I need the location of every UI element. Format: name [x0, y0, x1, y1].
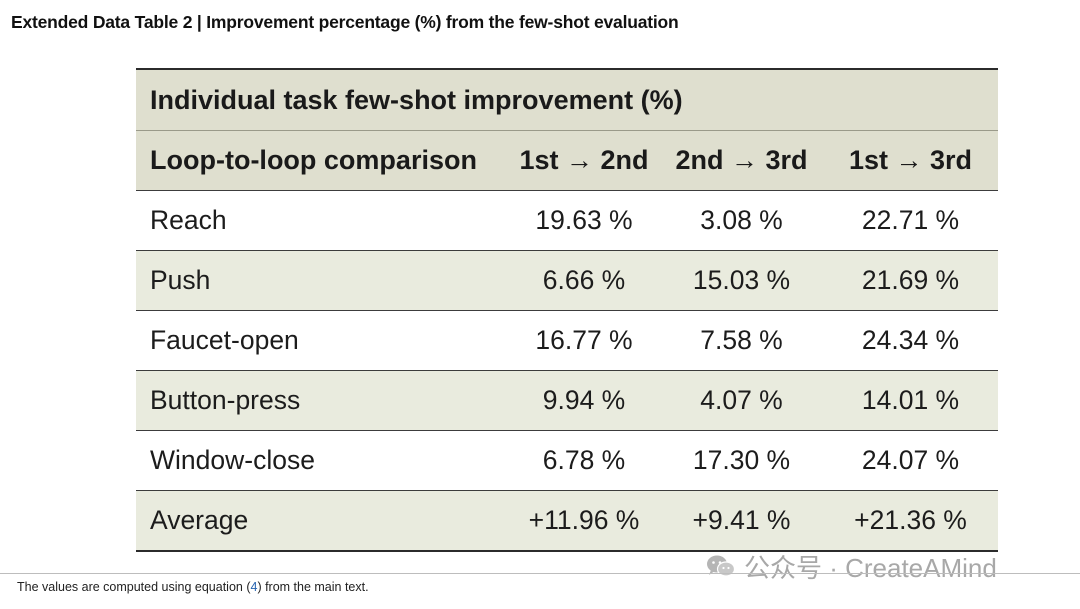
- cell-1st-3rd: +21.36 %: [854, 505, 967, 535]
- table-row-average: Average +11.96 % +9.41 % +21.36 %: [136, 491, 998, 552]
- cell-1st-2nd: 6.78 %: [542, 445, 626, 475]
- column-header-comparison: Loop-to-loop comparison: [150, 145, 477, 175]
- wechat-icon: [706, 554, 736, 580]
- cell-1st-3rd: 24.07 %: [861, 445, 960, 475]
- cell-2nd-3rd: 7.58 %: [700, 325, 783, 355]
- cell-2nd-3rd: 3.08 %: [700, 205, 783, 235]
- cell-1st-2nd: +11.96 %: [528, 505, 640, 535]
- footnote-text-after: ) from the main text.: [257, 580, 369, 594]
- row-label: Faucet-open: [150, 325, 299, 355]
- caption-separator: |: [192, 12, 207, 32]
- table-row-window-close: Window-close 6.78 % 17.30 % 24.07 %: [136, 431, 998, 491]
- cell-1st-2nd: 6.66 %: [542, 265, 626, 295]
- table-row-push: Push 6.66 % 15.03 % 21.69 %: [136, 251, 998, 311]
- improvement-table: Individual task few-shot improvement (%)…: [136, 68, 998, 552]
- cell-2nd-3rd: +9.41 %: [692, 505, 791, 535]
- column-header-1st-2nd: 1st → 2nd: [519, 145, 649, 175]
- cell-2nd-3rd: 15.03 %: [692, 265, 791, 295]
- column-header-1st-3rd: 1st → 3rd: [848, 145, 973, 175]
- cell-1st-3rd: 14.01 %: [861, 385, 960, 415]
- cell-1st-3rd: 21.69 %: [861, 265, 960, 295]
- table-row-faucet-open: Faucet-open 16.77 % 7.58 % 24.34 %: [136, 311, 998, 371]
- table-header-row: Loop-to-loop comparison 1st → 2nd 2nd → …: [136, 131, 998, 191]
- cell-2nd-3rd: 17.30 %: [692, 445, 791, 475]
- equation-reference-link[interactable]: 4: [250, 580, 258, 594]
- footnote-text-before: The values are computed using equation (: [17, 580, 251, 594]
- watermark: 公众号 · CreateAMind: [706, 548, 997, 585]
- row-label: Push: [150, 265, 211, 295]
- watermark-text: 公众号 · CreateAMind: [744, 553, 997, 583]
- caption-title: Improvement percentage (%) from the few-…: [206, 12, 679, 32]
- caption-label: Extended Data Table 2: [11, 12, 193, 32]
- row-label: Reach: [150, 205, 227, 235]
- cell-1st-2nd: 9.94 %: [542, 385, 626, 415]
- table-row-reach: Reach 19.63 % 3.08 % 22.71 %: [136, 191, 998, 251]
- table-row-button-press: Button-press 9.94 % 4.07 % 14.01 %: [136, 371, 998, 431]
- cell-1st-2nd: 19.63 %: [535, 205, 633, 235]
- row-label: Average: [150, 505, 249, 535]
- cell-2nd-3rd: 4.07 %: [700, 385, 783, 415]
- table-caption: Extended Data Table 2 | Improvement perc…: [11, 12, 679, 33]
- footnote-divider: [0, 573, 1080, 574]
- cell-1st-3rd: 22.71 %: [861, 205, 960, 235]
- table-footnote: The values are computed using equation (…: [17, 580, 369, 594]
- table-top-rule: [136, 68, 998, 70]
- table-title: Individual task few-shot improvement (%): [136, 70, 998, 131]
- cell-1st-3rd: 24.34 %: [861, 325, 960, 355]
- row-label: Window-close: [150, 445, 315, 475]
- column-header-2nd-3rd: 2nd → 3rd: [675, 145, 808, 175]
- cell-1st-2nd: 16.77 %: [535, 325, 633, 355]
- row-label: Button-press: [150, 385, 301, 415]
